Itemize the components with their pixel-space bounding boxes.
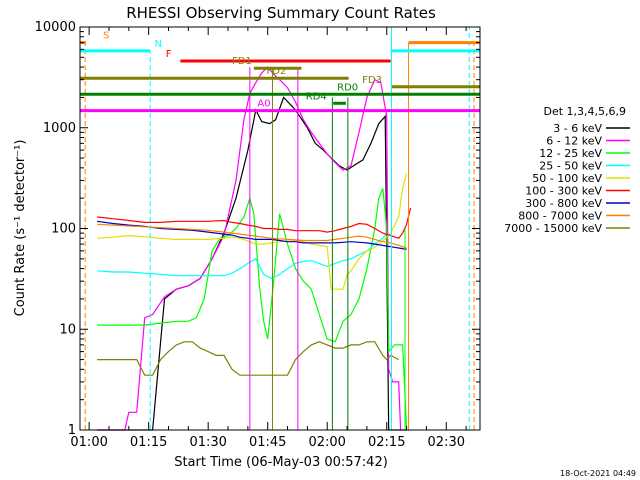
legend-label-3: 25 - 50 keV [539,160,602,173]
x-tick-label-1: 01:15 [130,435,167,450]
series-line-3 [97,232,388,280]
x-tick-label-4: 02:00 [308,435,345,450]
y-tick-label-1: 10 [59,322,76,337]
axes-layer: 01:00 01:15 01:30 01:45 02:00 02:15 02:30 1 10 10… [35,20,481,450]
x-tick-label-5: 02:15 [368,435,405,450]
x-tick-label-0: 01:00 [70,435,107,450]
series-line-7 [97,223,407,249]
series-layer [97,66,412,431]
state-bar-label-5: FD1 [232,56,252,67]
legend-label-5: 100 - 300 keV [525,185,602,198]
state-bar-label-2: N [155,39,162,50]
y-axis-label: Count Rate (s⁻¹ detector⁻¹) [13,140,28,317]
state-bar-label-9: RD4 [306,91,327,102]
y-tick-label-0: 1 [68,423,76,438]
series-line-8 [97,341,399,376]
series-line-6 [97,220,407,250]
series-line-0 [97,96,407,431]
series-line-5 [97,207,412,240]
state-bar-label-7: FD3 [362,75,382,86]
state-bars-layer: S NF FD1 FD2 FD3 RD0 RD4 A0 [80,27,480,430]
state-bar-label-6: FD2 [267,66,287,77]
x-tick-label-2: 01:30 [189,435,226,450]
legend-label-6: 300 - 800 keV [525,197,602,210]
legend-label-4: 50 - 100 keV [532,172,602,185]
timestamp: 18-Oct-2021 04:49 [560,469,636,478]
series-line-4 [97,173,408,290]
state-bar-label-0: S [103,31,109,42]
state-bar-label-4: F [166,49,172,60]
x-tick-label-6: 02:30 [428,435,465,450]
state-bar-label-10: A0 [257,99,270,110]
x-tick-label-3: 01:45 [249,435,286,450]
chart-title: RHESSI Observing Summary Count Rates [126,4,436,22]
y-tick-label-2: 100 [51,222,76,237]
x-axis-label: Start Time (06-May-03 00:57:42) [174,455,388,470]
series-line-2 [97,188,408,431]
y-tick-label-3: 1000 [43,121,76,136]
legend-label-7: 800 - 7000 keV [518,210,602,223]
y-tick-label-4: 10000 [35,20,76,35]
legend-label-0: 3 - 6 keV [553,122,602,135]
state-bar-label-8: RD0 [337,82,358,93]
legend-title: Det 1,3,4,5,6,9 [543,105,626,118]
legend-label-2: 12 - 25 keV [539,147,602,160]
legend-label-1: 6 - 12 keV [546,135,602,148]
legend-label-8: 7000 - 15000 keV [504,222,602,235]
